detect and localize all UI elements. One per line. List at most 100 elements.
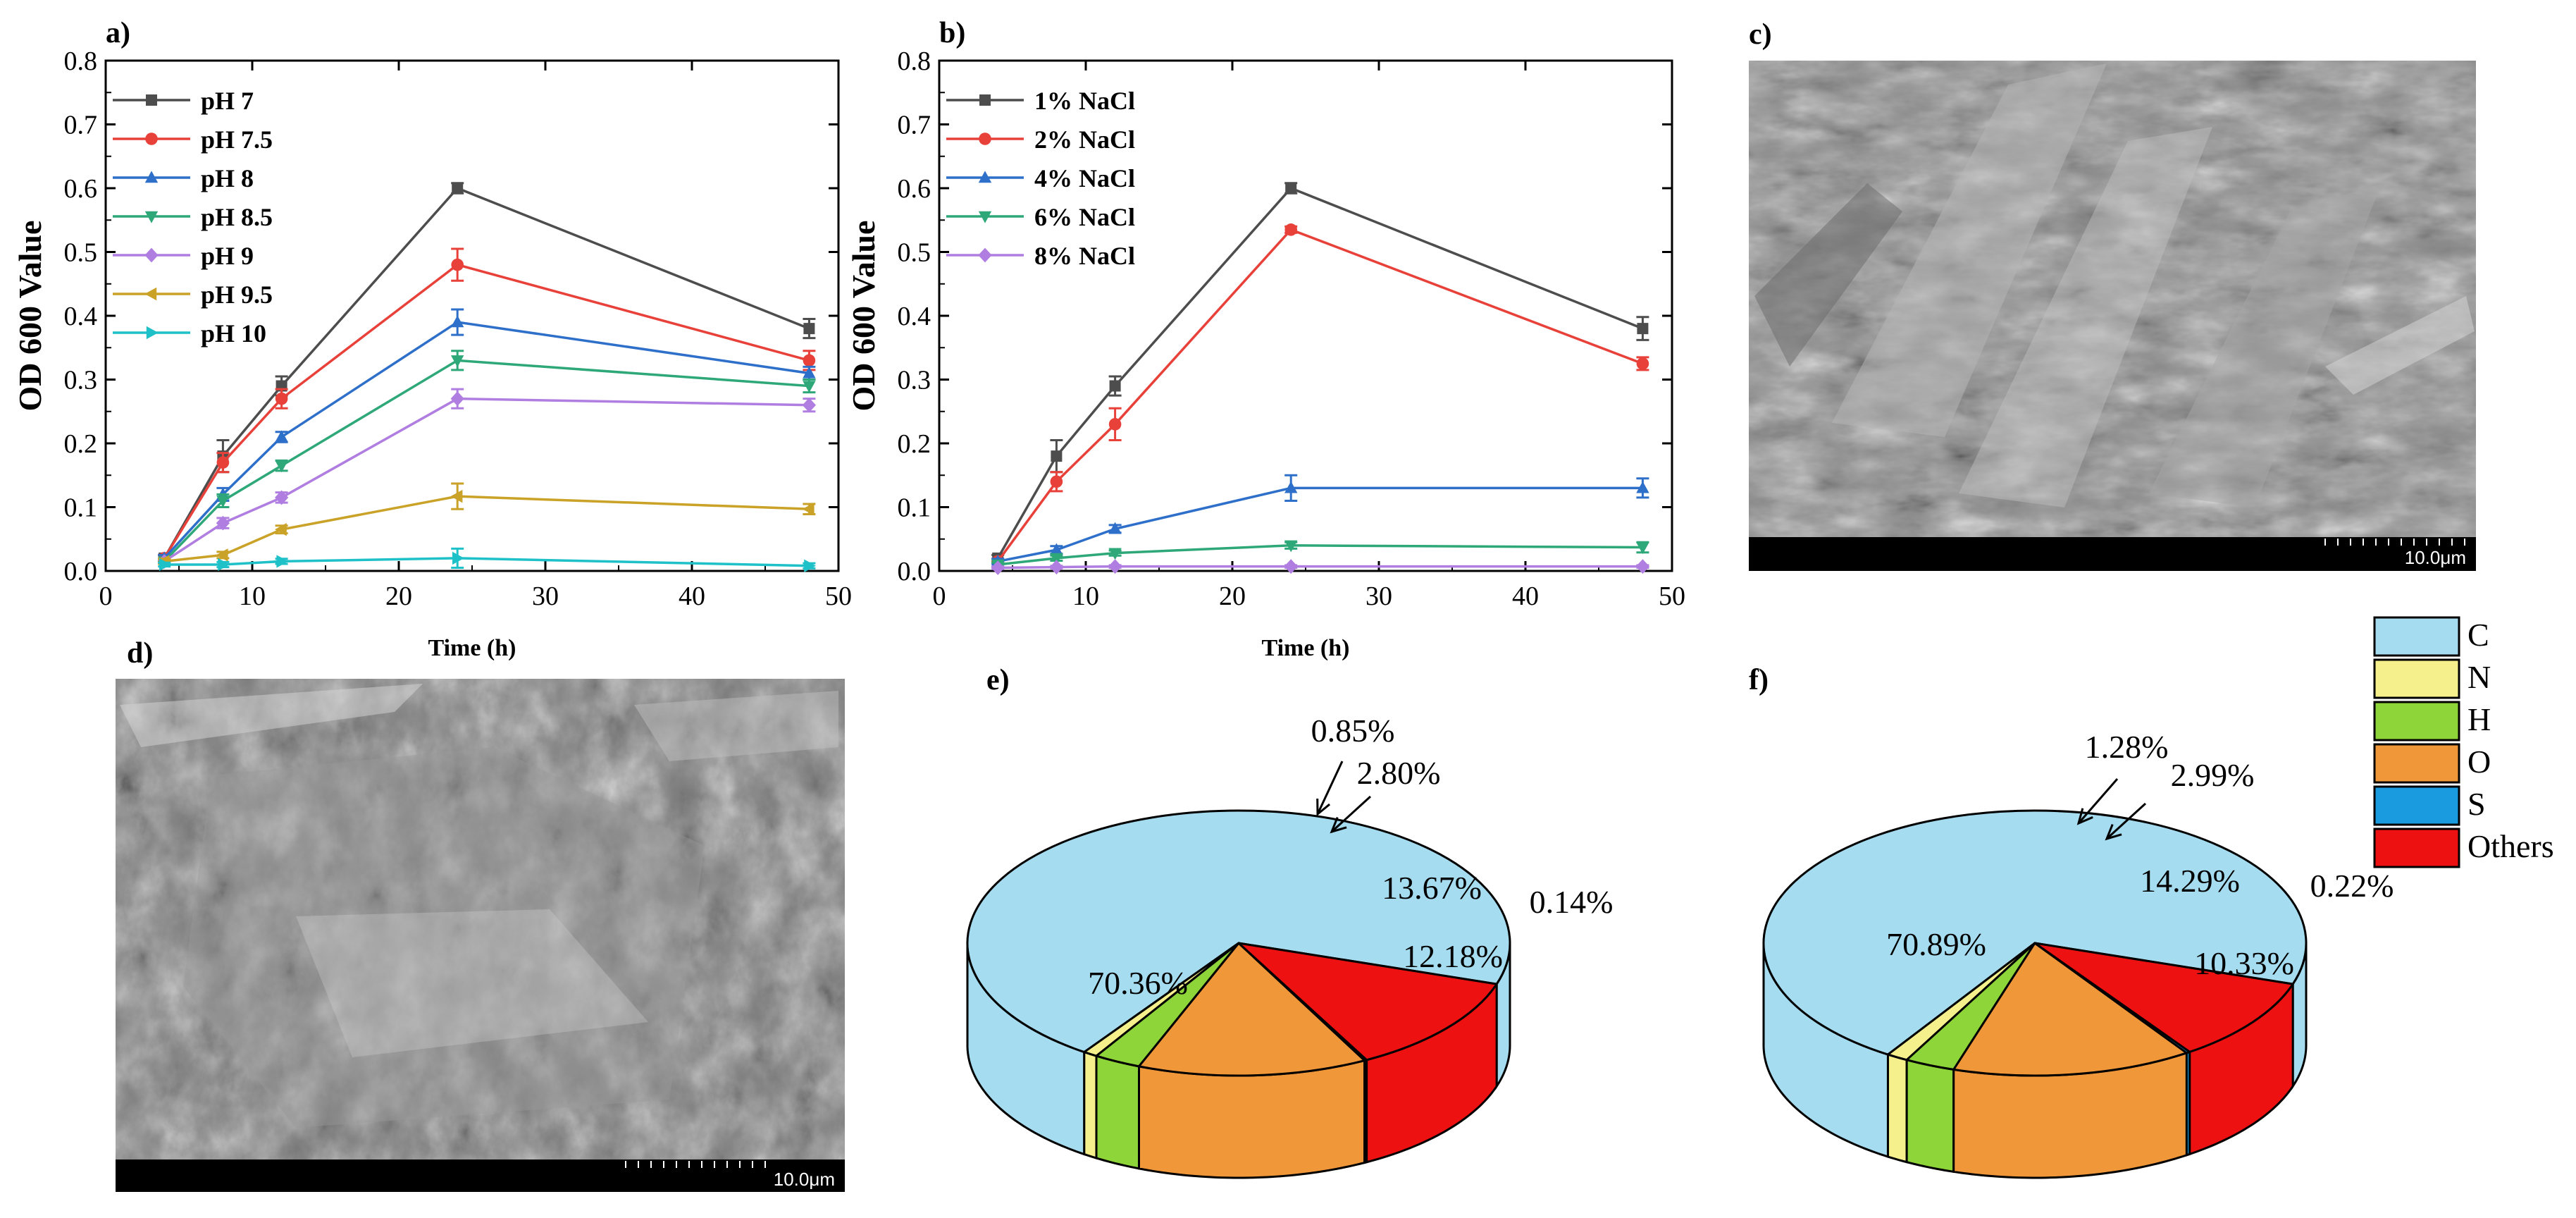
y-axis-label: OD 600 Value <box>12 221 48 412</box>
series-ph-9-5 <box>157 482 816 568</box>
pie-label-s: 0.14% <box>1530 884 1614 920</box>
pie-label-n: 1.28% <box>2085 729 2169 765</box>
y-tick-label: 0.5 <box>64 238 98 268</box>
x-tick-label: 20 <box>1219 582 1246 611</box>
data-point <box>1050 543 1063 555</box>
y-tick-label: 0.7 <box>64 111 98 140</box>
y-tick-label: 0.3 <box>898 366 931 395</box>
data-point <box>1049 560 1063 574</box>
panel-label-c: c) <box>1749 18 1772 51</box>
legend-swatch <box>2373 743 2460 784</box>
series-line <box>163 321 810 560</box>
pie-label-h: 2.80% <box>1357 755 1441 791</box>
series-line <box>163 186 810 559</box>
legend-entry: pH 10 <box>113 319 266 347</box>
legend-entry: pH 9 <box>113 242 254 270</box>
legend-label: pH 9 <box>201 242 254 270</box>
legend-marker <box>978 247 992 263</box>
legend-marker <box>145 133 158 145</box>
x-tick-label: 0 <box>933 582 946 611</box>
x-tick-label: 0 <box>99 582 113 611</box>
data-point <box>450 391 464 407</box>
x-tick-label: 50 <box>1659 582 1685 611</box>
series-2-nacl <box>991 223 1649 568</box>
scalebar-d-background <box>116 1159 845 1192</box>
series-line <box>997 486 1643 563</box>
legend-label: pH 10 <box>201 319 266 347</box>
legend-entry: pH 8.5 <box>113 203 273 231</box>
pie-pointer-line <box>1330 795 1372 833</box>
data-point <box>216 496 230 508</box>
pie-pointer-line <box>2077 778 2119 824</box>
legend-entry: 1% NaCl <box>946 87 1135 115</box>
x-tick-label: 50 <box>825 582 852 611</box>
pie-sides <box>966 943 1511 1179</box>
legend-element-n: N <box>2373 658 2491 699</box>
data-point <box>451 355 464 367</box>
legend-label: pH 7 <box>201 87 254 115</box>
pie-slice-o <box>1138 942 1366 1077</box>
legend-element-label: N <box>2467 659 2491 695</box>
pie-chart-f: 70.89% 1.28%2.99% 14.29% 0.22% 10.33% <box>1762 729 2394 1179</box>
y-tick-label: 0.8 <box>64 47 98 76</box>
y-axis-label: OD 600 Value <box>846 221 881 412</box>
legend-swatch <box>2373 658 2460 699</box>
legend-element-others: Others <box>2373 828 2554 868</box>
data-point <box>1050 553 1063 565</box>
data-point <box>275 490 289 505</box>
pie-pointer-head <box>1316 798 1330 817</box>
sem-image-c: 10.0μm <box>1749 61 2476 571</box>
series-line <box>996 228 1644 562</box>
data-point <box>804 559 816 572</box>
panel-label-f: f) <box>1749 664 1769 696</box>
legend-marker <box>146 94 157 106</box>
data-point <box>451 258 464 271</box>
legend-marker <box>144 287 157 301</box>
series-line <box>998 544 1643 566</box>
data-point <box>275 392 288 405</box>
legend-element-label: C <box>2467 617 2489 653</box>
pie-label-o: 14.29% <box>2140 863 2240 899</box>
data-point <box>1284 481 1298 493</box>
y-tick-label: 0.4 <box>64 302 98 331</box>
data-point <box>275 460 288 473</box>
data-point <box>1636 542 1649 555</box>
pie-label-o: 13.67% <box>1382 870 1482 906</box>
data-point <box>1636 357 1649 370</box>
y-tick-label: 0.1 <box>898 493 931 523</box>
data-point <box>216 548 228 562</box>
data-point <box>991 560 1005 575</box>
y-tick-label: 0.8 <box>898 47 931 76</box>
data-point <box>275 522 287 536</box>
pie-top <box>1762 809 2308 1077</box>
legend-swatch <box>2373 701 2460 742</box>
data-point <box>802 503 815 516</box>
pie-label-c: 70.89% <box>1886 926 1986 962</box>
data-point <box>1636 481 1649 493</box>
legend-label: 2% NaCl <box>1034 125 1135 154</box>
x-axis-label: Time (h) <box>1262 635 1350 661</box>
data-point <box>802 398 816 413</box>
data-point <box>452 551 464 565</box>
y-tick-label: 0.3 <box>64 366 98 395</box>
scalebar-d-label: 10.0μm <box>774 1169 835 1190</box>
data-point <box>1109 380 1121 392</box>
y-tick-label: 0.2 <box>64 429 98 459</box>
pie-slice-o <box>1952 942 2188 1077</box>
legend-marker <box>146 326 159 340</box>
legend-marker <box>978 211 992 223</box>
x-tick-label: 20 <box>385 582 412 611</box>
data-point <box>1284 540 1298 553</box>
legend-label: pH 7.5 <box>201 125 273 154</box>
legend-entry: pH 7.5 <box>113 125 273 154</box>
panel-label-d: d) <box>127 637 153 670</box>
legend-marker <box>144 211 159 223</box>
legend-entry: 2% NaCl <box>946 125 1135 154</box>
pie-slice-others <box>2033 942 2294 1053</box>
series-line <box>164 557 810 567</box>
pie-pointer-head <box>2105 824 2122 841</box>
data-point <box>159 558 171 572</box>
pie-label-s: 0.22% <box>2310 868 2394 904</box>
